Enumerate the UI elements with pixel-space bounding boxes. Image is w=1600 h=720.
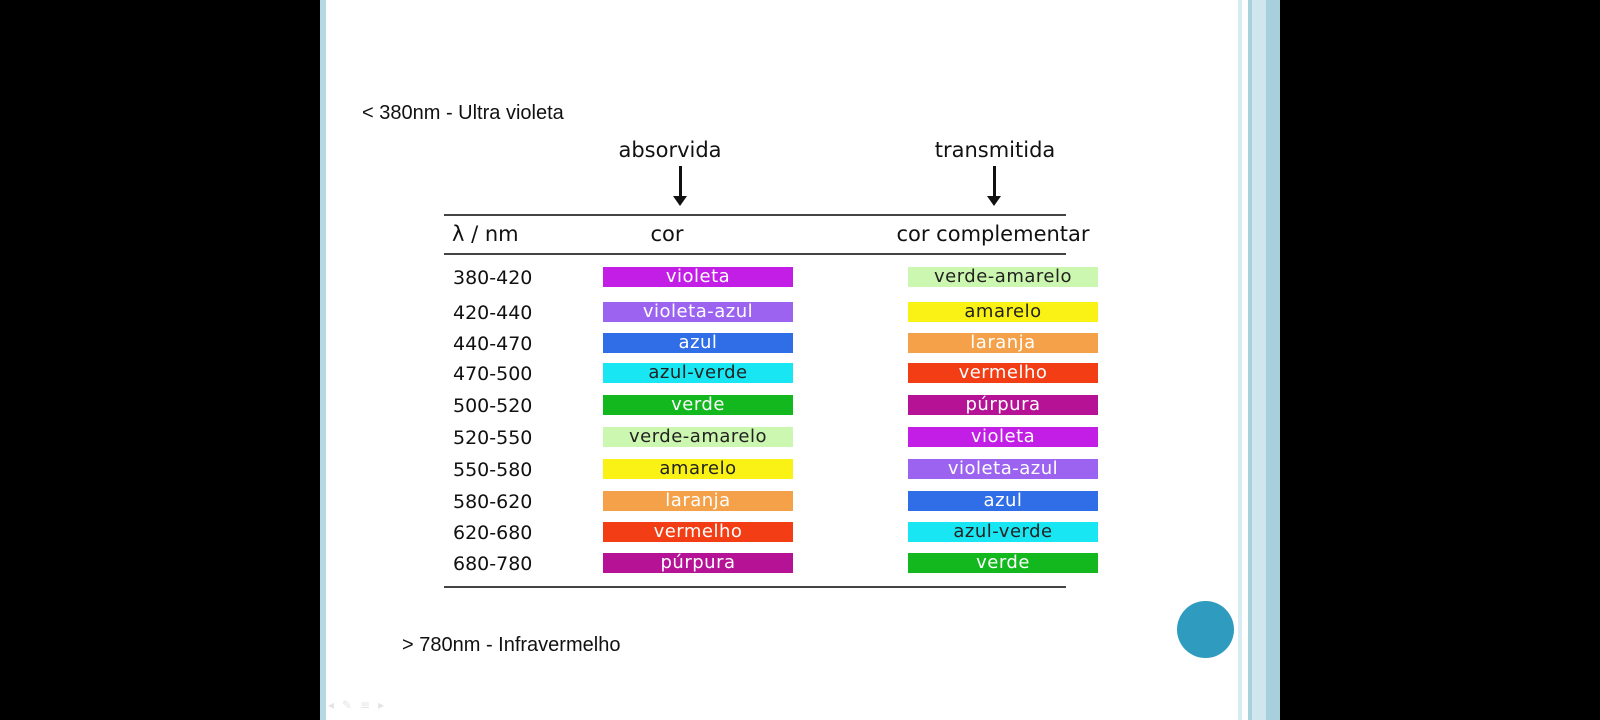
down-arrow-icon bbox=[673, 166, 687, 206]
wavelength-range: 620-680 bbox=[453, 522, 533, 544]
table-top-rule bbox=[444, 214, 1066, 216]
wavelength-range: 500-520 bbox=[453, 395, 533, 417]
transmitted-heading: transmitida bbox=[934, 138, 1056, 162]
table-row: 580-620 laranja azul bbox=[320, 491, 1280, 513]
pen-icon[interactable]: ✎ bbox=[342, 698, 361, 712]
complement-swatch: verde bbox=[908, 553, 1098, 573]
wavelength-range: 550-580 bbox=[453, 459, 533, 481]
column-header-wavelength: λ / nm bbox=[452, 222, 519, 246]
table-row: 520-550 verde-amarelo violeta bbox=[320, 427, 1280, 449]
color-swatch: amarelo bbox=[603, 459, 793, 479]
complement-swatch: violeta bbox=[908, 427, 1098, 447]
complement-swatch: laranja bbox=[908, 333, 1098, 353]
table-row: 500-520 verde púrpura bbox=[320, 395, 1280, 417]
color-swatch: violeta bbox=[603, 267, 793, 287]
complement-swatch: verde-amarelo bbox=[908, 267, 1098, 287]
column-header-color: cor bbox=[650, 222, 684, 246]
wavelength-range: 440-470 bbox=[453, 333, 533, 355]
table-row: 550-580 amarelo violeta-azul bbox=[320, 459, 1280, 481]
wavelength-range: 520-550 bbox=[453, 427, 533, 449]
color-swatch: azul-verde bbox=[603, 363, 793, 383]
wavelength-range: 470-500 bbox=[453, 363, 533, 385]
slide-right-border bbox=[1238, 0, 1280, 720]
color-swatch: laranja bbox=[603, 491, 793, 511]
table-row: 680-780 púrpura verde bbox=[320, 553, 1280, 575]
complement-swatch: púrpura bbox=[908, 395, 1098, 415]
column-header-complement: cor complementar bbox=[896, 222, 1090, 246]
wavelength-range: 680-780 bbox=[453, 553, 533, 575]
color-swatch: vermelho bbox=[603, 522, 793, 542]
wavelength-range: 420-440 bbox=[453, 302, 533, 324]
table-row: 470-500 azul-verde vermelho bbox=[320, 363, 1280, 385]
table-bottom-rule bbox=[444, 586, 1066, 588]
slide-left-border bbox=[320, 0, 326, 720]
complement-swatch: amarelo bbox=[908, 302, 1098, 322]
wavelength-range: 580-620 bbox=[453, 491, 533, 513]
infrared-note: > 780nm - Infravermelho bbox=[402, 634, 621, 656]
color-swatch: violeta-azul bbox=[603, 302, 793, 322]
table-row: 380-420 violeta verde-amarelo bbox=[320, 267, 1280, 289]
color-swatch: azul bbox=[603, 333, 793, 353]
slide: < 380nm - Ultra violeta absorvida transm… bbox=[320, 0, 1280, 720]
next-slide-button[interactable] bbox=[1177, 601, 1234, 658]
arrow-left-icon[interactable]: ◂ bbox=[328, 698, 343, 712]
wavelength-range: 380-420 bbox=[453, 267, 533, 289]
color-swatch: verde bbox=[603, 395, 793, 415]
table-row: 440-470 azul laranja bbox=[320, 333, 1280, 355]
table-row: 420-440 violeta-azul amarelo bbox=[320, 302, 1280, 324]
absorbed-heading: absorvida bbox=[618, 138, 722, 162]
table-row: 620-680 vermelho azul-verde bbox=[320, 522, 1280, 544]
arrow-right-icon[interactable]: ▸ bbox=[378, 698, 393, 712]
down-arrow-icon bbox=[987, 166, 1001, 206]
complement-swatch: azul bbox=[908, 491, 1098, 511]
color-swatch: verde-amarelo bbox=[603, 427, 793, 447]
complement-swatch: vermelho bbox=[908, 363, 1098, 383]
complement-swatch: violeta-azul bbox=[908, 459, 1098, 479]
complement-swatch: azul-verde bbox=[908, 522, 1098, 542]
menu-icon[interactable]: ≡ bbox=[360, 698, 379, 712]
table-header-rule bbox=[444, 253, 1066, 255]
slideshow-toolbar: ◂✎≡▸ bbox=[328, 698, 392, 712]
color-swatch: púrpura bbox=[603, 553, 793, 573]
ultraviolet-note: < 380nm - Ultra violeta bbox=[362, 102, 564, 124]
